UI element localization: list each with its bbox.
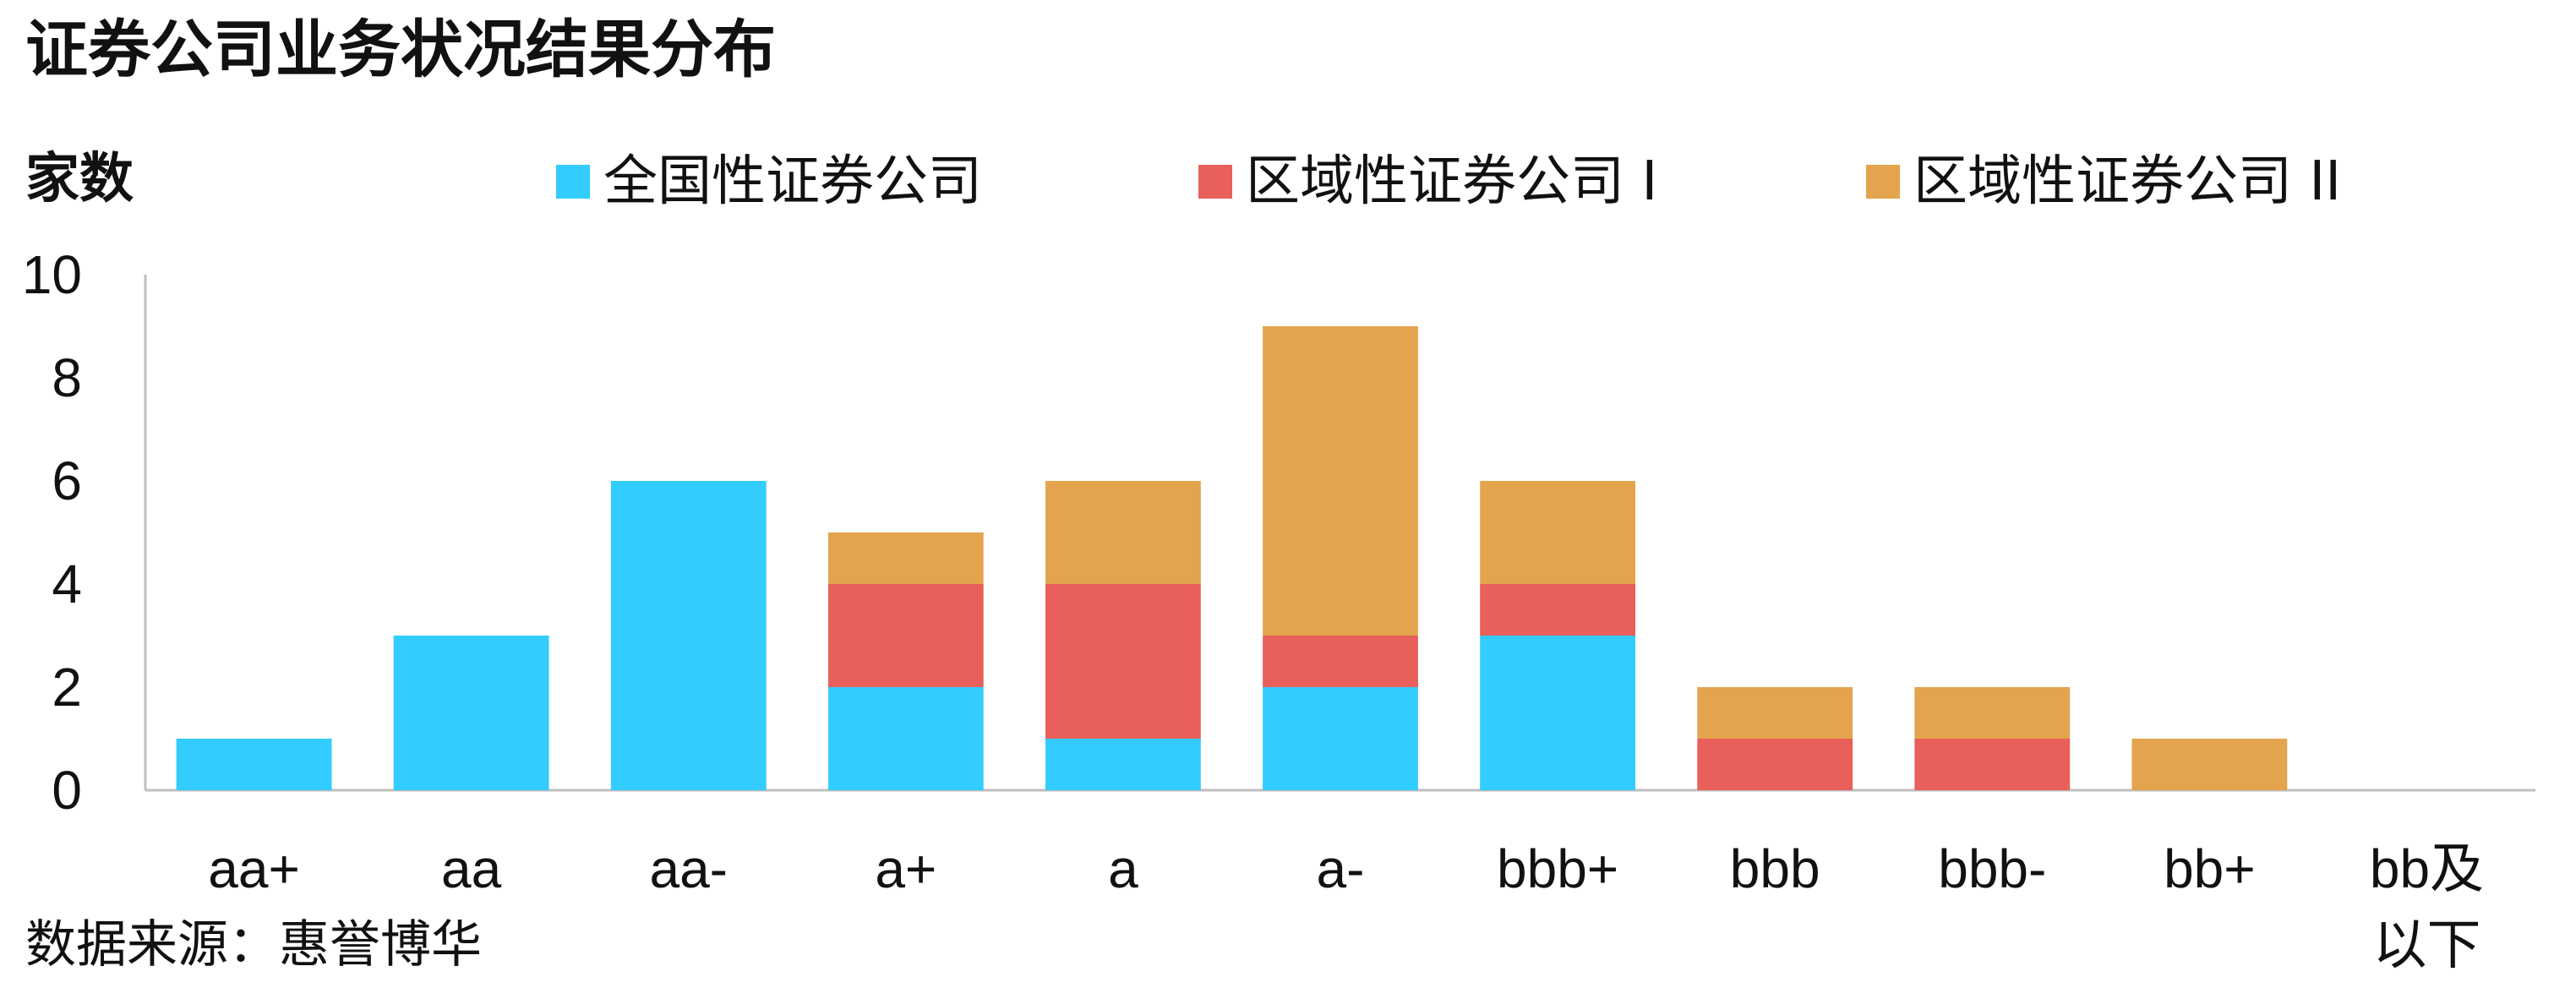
bar-a-series-1 [1045, 584, 1201, 739]
legend-item-regional-1: 区域性证券公司 I [1198, 148, 1657, 216]
bar-aa--series-0 [610, 481, 767, 790]
bar-bb+-series-2 [2131, 739, 2288, 790]
legend-swatch-national [556, 165, 590, 199]
legend-label-regional-2: 区域性证券公司 II [1913, 150, 2342, 213]
x-tick-label: bbb [1730, 838, 1820, 899]
x-tick-label: a- [1317, 838, 1365, 899]
bar-a--series-1 [1263, 636, 1418, 687]
bar-bbb+-series-2 [1480, 481, 1636, 584]
bar-a+-series-0 [827, 687, 984, 790]
bar-bbb+-series-1 [1480, 584, 1636, 636]
bar-a-series-0 [1045, 739, 1201, 790]
x-tick-label: bb+ [2164, 838, 2256, 899]
x-tick-label: bb及以下 [2370, 838, 2484, 975]
x-tick-label: aa+ [208, 838, 300, 899]
x-tick-label: aa [441, 838, 502, 899]
x-tick-label: bbb+ [1497, 838, 1618, 899]
bar-aa-series-0 [393, 636, 549, 790]
y-tick-label: 10 [22, 244, 82, 305]
bar-a-series-2 [1045, 481, 1201, 584]
bar-bbb-series-1 [1697, 739, 1853, 790]
y-tick-label: 8 [52, 347, 82, 408]
bar-a--series-2 [1263, 326, 1418, 636]
y-tick-label: 0 [52, 760, 82, 821]
legend-item-regional-2: 区域性证券公司 II [1866, 148, 2341, 216]
legend-label-national: 全国性证券公司 [603, 150, 982, 213]
legend-item-national: 全国性证券公司 [556, 148, 982, 216]
chart-title: 证券公司业务状况结果分布 [25, 14, 776, 86]
bar-bbb-series-2 [1697, 687, 1853, 739]
bar-a+-series-1 [827, 584, 984, 687]
x-tick-label: a [1108, 838, 1138, 899]
x-tick-label: bbb- [1938, 838, 2046, 899]
bar-bbb+-series-0 [1480, 636, 1636, 790]
bar-bbb--series-1 [1914, 739, 2071, 790]
bar-aa+-series-0 [176, 739, 332, 790]
y-tick-label: 2 [52, 657, 82, 718]
x-tick-label: a+ [875, 838, 936, 899]
bar-a--series-0 [1263, 687, 1418, 790]
y-tick-label: 4 [52, 554, 82, 614]
legend-swatch-regional-1 [1198, 165, 1232, 199]
y-tick-label: 6 [52, 450, 82, 511]
bar-bbb--series-2 [1914, 687, 2071, 739]
y-axis-unit-label: 家数 [25, 148, 134, 210]
x-tick-label: aa- [649, 838, 728, 899]
bar-a+-series-2 [827, 532, 984, 584]
data-source-note: 数据来源：惠誉博华 [25, 915, 482, 974]
legend-swatch-regional-2 [1866, 165, 1900, 199]
legend: 全国性证券公司 区域性证券公司 I 区域性证券公司 II [0, 148, 2576, 216]
legend-label-regional-1: 区域性证券公司 I [1246, 150, 1658, 213]
